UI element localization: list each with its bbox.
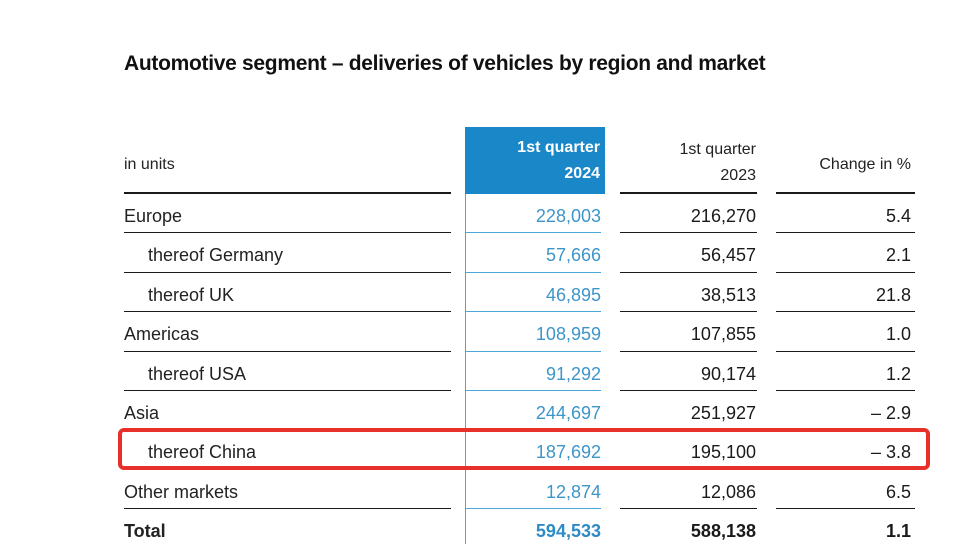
highlight-column-header-bg: [465, 127, 605, 194]
row-rule-change: [776, 311, 915, 312]
table-row: thereof Germany 57,666 56,457 2.1: [0, 236, 958, 275]
row-rule-2024: [466, 311, 601, 312]
header-q1-2024-line1: 1st quarter: [517, 139, 600, 156]
value-change-pct: 1.0: [885, 324, 911, 345]
table-row: thereof USA 91,292 90,174 1.2: [0, 355, 958, 394]
table-row: Other markets 12,874 12,086 6.5: [0, 473, 958, 512]
header-q1-2024-line2: 2024: [564, 165, 600, 182]
table-row: Total 594,533 588,138 1.1: [0, 512, 958, 551]
annotation-highlight-box: [118, 428, 930, 470]
document-title: Automotive segment – deliveries of vehic…: [124, 52, 766, 75]
row-label: Americas: [124, 324, 200, 345]
row-label: Europe: [124, 206, 183, 226]
row-rule-2023: [620, 272, 757, 273]
row-label: thereof Germany: [148, 245, 284, 266]
table-row: Europe 228,003 216,270 5.4: [0, 197, 958, 236]
header-rule-label: [124, 192, 451, 194]
value-change-pct: 1.2: [885, 363, 911, 384]
header-q1-2023-line2: 2023: [720, 167, 756, 184]
row-rule-change: [776, 272, 915, 273]
table-row: thereof China 187,692 195,100 – 3.8: [0, 433, 958, 472]
row-rule-2023: [620, 232, 757, 233]
row-rule-2023: [620, 351, 757, 352]
value-change-pct: 21.8: [875, 284, 911, 305]
row-rule-label: [124, 508, 451, 509]
value-q1-2023: 90,174: [700, 363, 756, 384]
row-rule-2024: [466, 232, 601, 233]
value-change-pct: 2.1: [885, 245, 911, 266]
row-rule-label: [124, 311, 451, 312]
table-row: Americas 108,959 107,855 1.0: [0, 315, 958, 354]
header-unit-label: in units: [124, 156, 175, 173]
row-rule-change: [776, 351, 915, 352]
row-rule-2024: [466, 508, 601, 509]
value-q1-2023: 12,086: [700, 481, 756, 502]
row-label: thereof China: [148, 442, 257, 463]
row-rule-2024: [466, 272, 601, 273]
value-q1-2023: 56,457: [700, 245, 756, 266]
row-rule-label: [124, 272, 451, 273]
value-change-pct: 5.4: [885, 206, 911, 226]
row-label: Other markets: [124, 481, 239, 502]
value-q1-2023: 195,100: [690, 442, 756, 463]
header-rule-change: [776, 192, 915, 194]
table-row: thereof UK 46,895 38,513 21.8: [0, 276, 958, 315]
value-q1-2024: 594,533: [535, 521, 601, 542]
row-rule-2023: [620, 311, 757, 312]
value-q1-2023: 216,270: [690, 206, 756, 226]
row-rule-2024: [466, 351, 601, 352]
header-q1-2023-line1: 1st quarter: [679, 141, 756, 158]
value-change-pct: 1.1: [885, 521, 911, 542]
row-rule-change: [776, 508, 915, 509]
value-q1-2024: 12,874: [545, 481, 601, 502]
header-q1-2023: 1st quarter 2023: [620, 137, 756, 189]
row-label: Total: [124, 521, 166, 542]
value-q1-2024: 91,292: [545, 363, 601, 384]
row-rule-label: [124, 390, 451, 391]
row-rule-label: [124, 351, 451, 352]
header-change-pct: Change in %: [819, 156, 911, 173]
value-q1-2024: 46,895: [545, 284, 601, 305]
highlight-column-left-border: [465, 194, 466, 544]
value-q1-2024: 108,959: [535, 324, 601, 345]
row-label: Asia: [124, 403, 160, 423]
value-q1-2024: 228,003: [535, 206, 601, 226]
row-rule-change: [776, 390, 915, 391]
row-label: thereof USA: [148, 363, 247, 384]
row-rule-label: [124, 232, 451, 233]
value-q1-2024: 57,666: [545, 245, 601, 266]
value-change-pct: – 3.8: [870, 442, 911, 463]
value-q1-2023: 251,927: [690, 403, 756, 423]
value-q1-2023: 588,138: [690, 521, 756, 542]
row-label: thereof UK: [148, 284, 235, 305]
row-rule-2023: [620, 508, 757, 509]
row-rule-2024: [466, 390, 601, 391]
value-q1-2023: 38,513: [700, 284, 756, 305]
value-q1-2024: 244,697: [535, 403, 601, 423]
row-rule-change: [776, 232, 915, 233]
header-q1-2024: 1st quarter 2024: [465, 135, 600, 187]
header-rule-2023: [620, 192, 757, 194]
value-q1-2023: 107,855: [690, 324, 756, 345]
value-q1-2024: 187,692: [535, 442, 601, 463]
value-change-pct: 6.5: [885, 481, 911, 502]
row-rule-2023: [620, 390, 757, 391]
table-row: Asia 244,697 251,927 – 2.9: [0, 394, 958, 433]
value-change-pct: – 2.9: [870, 403, 911, 423]
